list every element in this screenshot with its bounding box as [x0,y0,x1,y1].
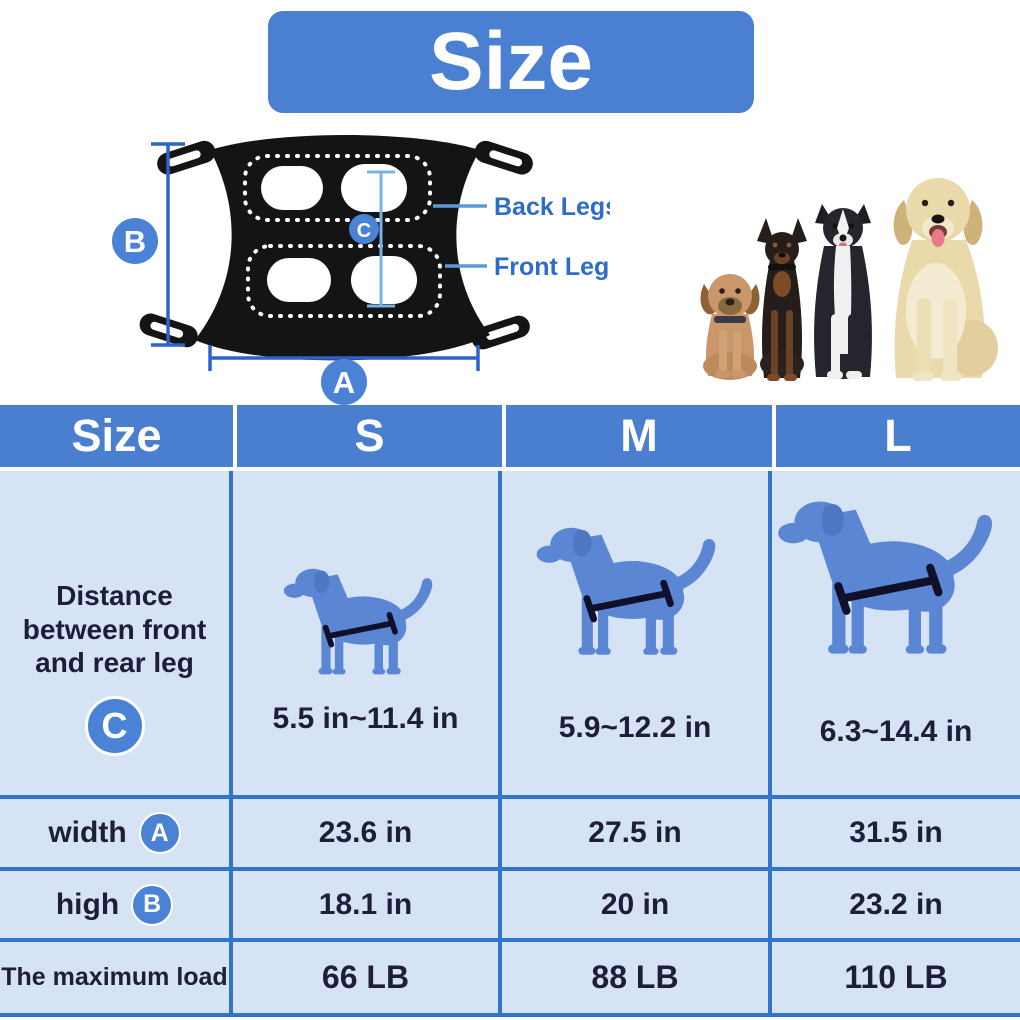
header-l: L [772,405,1020,467]
header-m: M [502,405,772,467]
distance-value-m: 5.9~12.2 in [558,711,712,744]
marker-b-circle [112,218,158,264]
dog-silhouette-m [533,509,738,671]
measure-line-b [151,142,185,347]
header-s: S [233,405,502,467]
dog-puppy [700,274,760,380]
marker-c-circle [349,214,379,244]
cell-distance-s: 5.5 in~11.4 in [233,471,502,795]
page-title: Size [428,16,594,107]
table-header-row: Size S M L [0,405,1020,471]
load-value-l: 110 LB [772,938,1020,1013]
distance-value-s: 5.5 in~11.4 in [272,702,459,735]
load-value-s: 66 LB [233,938,502,1013]
size-table: Size S M L Distance between front and re… [0,405,1020,1017]
high-value-l: 23.2 in [772,867,1020,938]
row-label-width: width A [0,795,233,867]
high-value-s: 18.1 in [233,867,502,938]
distance-value-l: 6.3~14.4 in [819,715,973,748]
marker-b-label: B [124,224,146,259]
high-value-m: 20 in [502,867,772,938]
marker-a-label: A [333,365,355,400]
dog-border-collie [814,204,872,379]
front-legs-label: Front Legs [494,253,610,281]
cell-distance-l: 6.3~14.4 in [772,471,1020,795]
width-value-s: 23.6 in [233,795,502,867]
width-value-m: 27.5 in [502,795,772,867]
measure-line-a [208,345,480,371]
row-label-high: high B [0,867,233,938]
dog-silhouette-l [774,479,1019,673]
width-label: width [48,816,127,849]
distance-label: Distance between front and rear leg [22,580,207,679]
cell-distance-m: 5.9~12.2 in [502,471,772,795]
width-value-l: 31.5 in [772,795,1020,867]
dogs-photo [700,178,998,381]
hammock-body [195,135,490,361]
title-banner: Size [268,11,754,113]
high-label: high [55,887,120,921]
marker-c-label: C [357,220,371,242]
marker-a-badge: A [138,812,181,854]
dog-golden-retriever [893,178,998,381]
row-label-max-load: The maximum load [0,938,233,1013]
hammock-diagram: C Back Legs Front Legs B A [112,135,610,405]
dog-silhouette-s [281,553,451,688]
load-value-m: 88 LB [502,938,772,1013]
back-legs-label: Back Legs [494,193,610,221]
marker-c-badge: C [84,695,145,756]
header-size: Size [71,410,162,461]
marker-b-badge: B [131,883,174,926]
row-label-distance: Distance between front and rear leg C [0,471,233,795]
marker-a-circle [321,359,367,405]
measure-line-c [367,170,395,308]
table-body: Distance between front and rear leg C 5.… [0,471,1020,1017]
dog-min-pin [757,218,807,381]
